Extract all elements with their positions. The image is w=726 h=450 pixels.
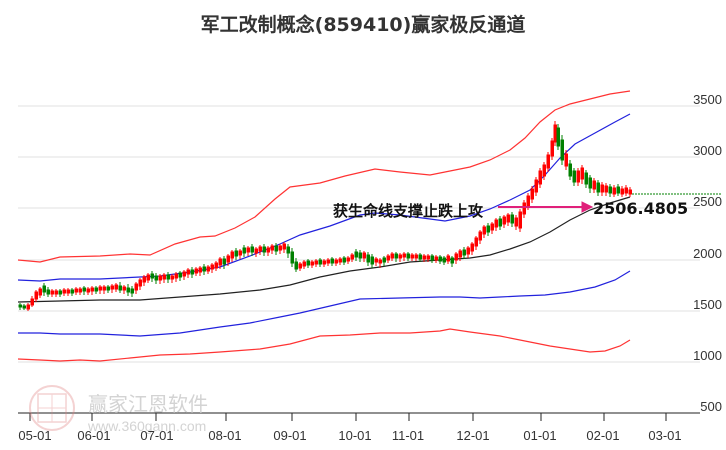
y-tick-3000: 3000 xyxy=(693,143,722,158)
lower-red-band xyxy=(17,328,631,362)
annotation-text: 获生命线支撑止跌上攻 xyxy=(333,202,484,220)
x-tick-06-01: 06-01 xyxy=(77,428,111,443)
x-axis xyxy=(18,412,700,421)
annotation-arrow xyxy=(498,201,594,213)
y-tick-1000: 1000 xyxy=(693,348,722,363)
x-tick-12-01: 12-01 xyxy=(456,428,490,443)
x-tick-08-01: 08-01 xyxy=(208,428,242,443)
chart-title: 军工改制概念(859410)赢家极反通道 xyxy=(200,14,526,36)
x-tick-02-01: 02-01 xyxy=(586,428,620,443)
x-tick-11-01: 11-01 xyxy=(391,428,425,443)
upper-red-band xyxy=(17,90,631,263)
x-tick-05-01: 05-01 xyxy=(18,428,52,443)
watermark-logo xyxy=(29,385,75,431)
y-tick-2000: 2000 xyxy=(693,246,722,261)
y-tick-1500: 1500 xyxy=(693,297,722,312)
y-tick-2500: 2500 xyxy=(693,194,722,209)
x-tick-07-01: 07-01 xyxy=(140,428,174,443)
candlesticks xyxy=(18,121,632,311)
y-tick-3500: 3500 xyxy=(693,92,722,107)
lower-blue-band xyxy=(18,270,631,337)
gridlines xyxy=(18,105,700,363)
life-line xyxy=(17,196,631,303)
x-tick-09-01: 09-01 xyxy=(273,428,307,443)
x-tick-01-01: 01-01 xyxy=(523,428,557,443)
x-tick-03-01: 03-01 xyxy=(648,428,682,443)
watermark-url: www.360gann.com xyxy=(88,418,207,434)
watermark-brand: 赢家江恩软件 xyxy=(88,392,208,416)
annotation-value: 2506.4805 xyxy=(593,199,689,218)
y-tick-500: 500 xyxy=(700,399,722,414)
x-tick-10-01: 10-01 xyxy=(338,428,372,443)
upper-blue-band xyxy=(17,113,631,282)
